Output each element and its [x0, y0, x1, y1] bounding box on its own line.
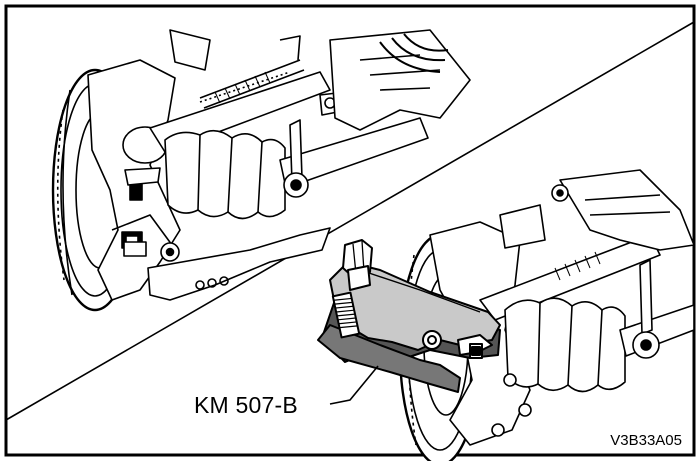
captured-ball-stud: [469, 343, 483, 359]
callout-leader-line: [329, 365, 379, 405]
cv-boot-upper: [164, 129, 286, 220]
view-separator-line: [5, 21, 695, 421]
lower-bracket-bolts: [491, 373, 532, 437]
bolt-upper: [123, 241, 180, 262]
subframe-upper: [329, 29, 471, 131]
tool-forcing-screw: [331, 291, 361, 339]
figure-id-label: V3B33A05: [610, 432, 682, 449]
drive-shaft-upper: [279, 117, 429, 189]
stabilizer-link-lower: [632, 259, 660, 359]
bolt-lower: [551, 184, 569, 202]
hoses-upper: [379, 33, 449, 73]
subframe-lower: [559, 169, 695, 251]
tool-bolt-head: [342, 239, 373, 291]
lower-control-arm-upper: [147, 227, 331, 301]
tool-lower-jaw: [317, 324, 461, 393]
tie-rod-thread-upper: [199, 59, 305, 109]
tie-rod-upper: [149, 71, 331, 153]
upper-view-assembly: [51, 29, 471, 312]
tool-callout-label: KM 507-B: [194, 392, 298, 418]
cv-boot-lower: [504, 297, 626, 393]
ball-joint-puller-tool: [317, 239, 501, 393]
